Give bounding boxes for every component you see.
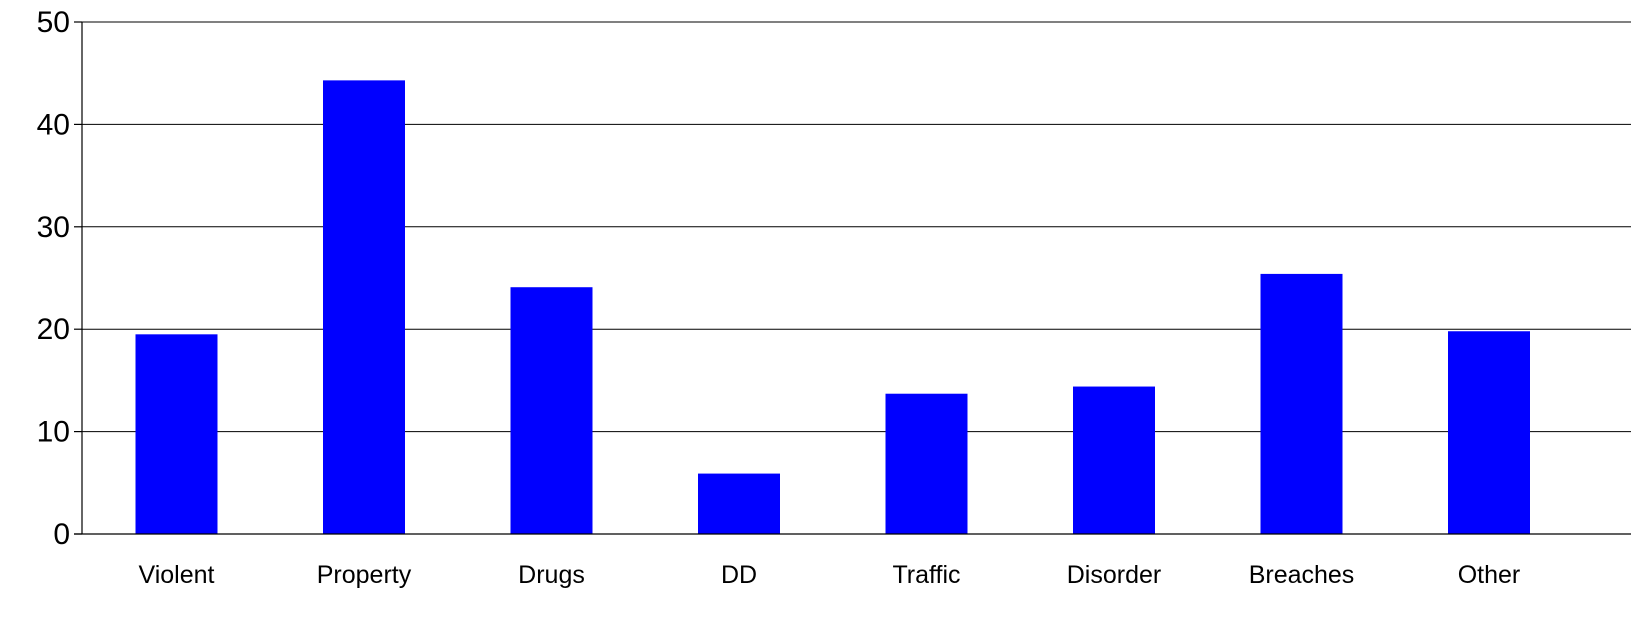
axes [74,21,1631,535]
bar-traffic [885,393,968,534]
bar-property [323,80,405,535]
x-tick-label-property: Property [317,561,412,589]
bar-breaches [1260,273,1343,534]
x-axis-ticks: Violent Property Drugs DD Traffic Disorder Bre… [139,561,1521,589]
y-tick-label: 30 [37,211,70,244]
y-tick-label: 20 [37,313,70,346]
bars [135,80,1530,535]
bar-dd [698,473,780,534]
x-tick-label-disorder: Disorder [1067,561,1161,589]
bar-drugs [510,287,593,534]
bar-violent [135,334,218,534]
gridlines [82,21,1631,433]
x-tick-label-dd: DD [721,561,757,589]
bar-disorder [1073,386,1155,534]
x-tick-label-other: Other [1458,561,1521,589]
y-tick-label: 10 [37,416,70,449]
y-tick-label: 40 [37,108,70,141]
bar-other [1448,331,1530,534]
x-tick-label-traffic: Traffic [892,561,960,589]
y-tick-label: 0 [53,518,70,551]
x-tick-label-violent: Violent [139,561,215,589]
y-tick-label: 50 [37,6,70,39]
y-axis-ticks: 0 10 20 30 40 50 [37,6,70,551]
x-tick-label-breaches: Breaches [1249,561,1355,589]
x-tick-label-drugs: Drugs [518,561,585,589]
